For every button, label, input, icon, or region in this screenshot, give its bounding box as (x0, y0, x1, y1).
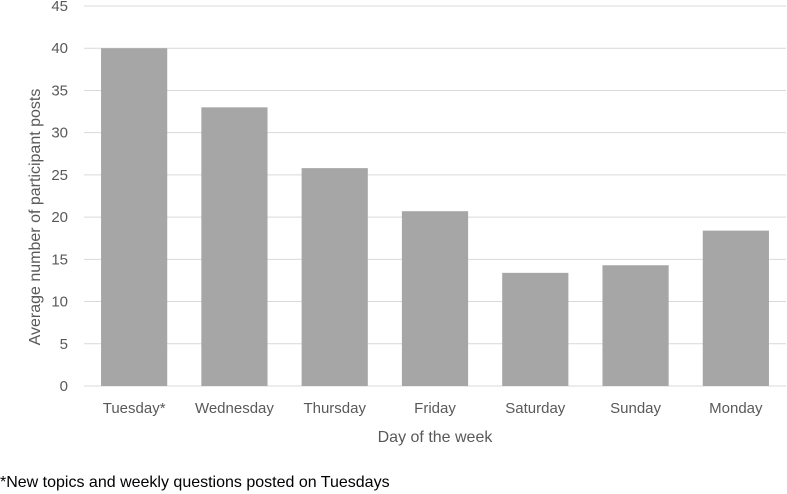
x-tick-label: Saturday (505, 400, 566, 417)
x-axis-title: Day of the week (378, 429, 494, 446)
y-tick-label: 40 (51, 40, 68, 57)
x-tick-label: Wednesday (195, 400, 274, 417)
x-tick-label: Friday (414, 400, 456, 417)
x-axis-ticks: Tuesday* Wednesday Thursday Friday Saturday S… (103, 400, 763, 417)
bar (401, 211, 469, 386)
y-tick-label: 10 (51, 294, 68, 311)
y-tick-label: 30 (51, 125, 68, 142)
y-tick-label: 25 (51, 167, 68, 184)
bar (602, 265, 669, 386)
bar (101, 48, 168, 386)
footnote: *New topics and weekly questions posted … (0, 474, 390, 491)
x-tick-label: Tuesday* (103, 400, 166, 417)
x-tick-label: Sunday (610, 400, 661, 417)
bar (301, 168, 368, 386)
bars (101, 48, 769, 386)
y-tick-label: 45 (51, 0, 68, 15)
y-tick-label: 0 (60, 378, 68, 395)
x-tick-label: Monday (709, 400, 763, 417)
bar (702, 230, 769, 386)
y-tick-label: 35 (51, 82, 68, 99)
y-tick-label: 5 (60, 336, 68, 353)
x-tick-label: Thursday (303, 400, 366, 417)
y-axis-title: Average number of participant posts (27, 89, 44, 346)
bar (201, 107, 268, 386)
y-axis-ticks: 0 5 10 15 20 25 30 35 40 45 (51, 0, 68, 395)
y-tick-label: 20 (51, 209, 68, 226)
y-tick-label: 15 (51, 251, 68, 268)
bar (502, 272, 569, 386)
